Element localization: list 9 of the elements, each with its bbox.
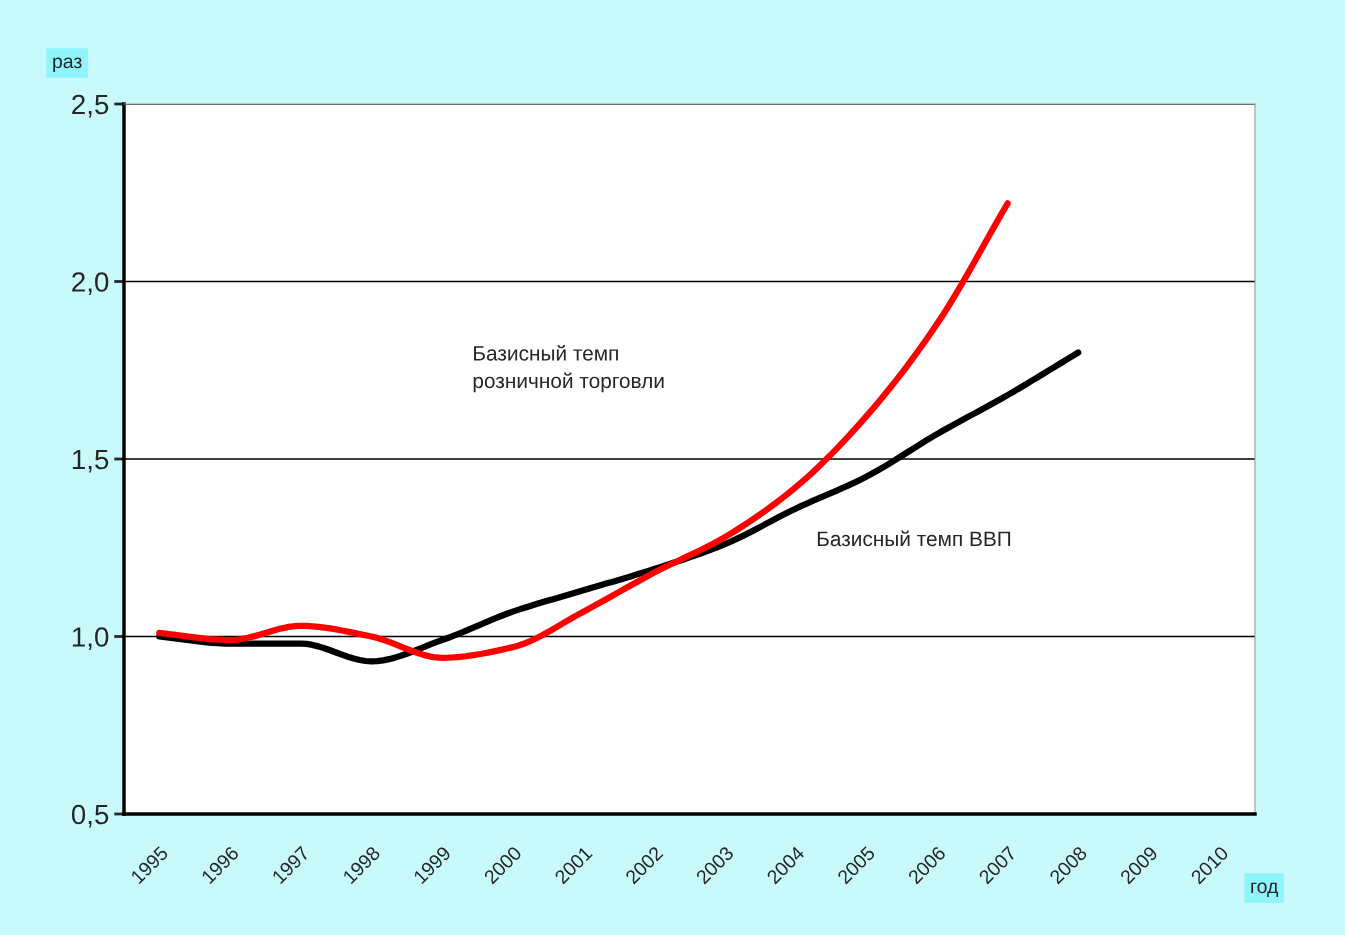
y-tick-label: 2,5 [72, 94, 109, 118]
y-axis-title: раз [53, 57, 82, 73]
y-tick-label: 1,5 [72, 449, 109, 473]
x-axis-title: год [1251, 882, 1279, 897]
y-tick-label: 1,0 [72, 627, 109, 651]
y-tick-label: 2,0 [72, 272, 109, 296]
series-label: Базисный темп ВВП [817, 530, 1011, 547]
annotation: Базисный темп розничной торговли [473, 345, 664, 393]
y-tick-label: 0,5 [71, 804, 109, 828]
